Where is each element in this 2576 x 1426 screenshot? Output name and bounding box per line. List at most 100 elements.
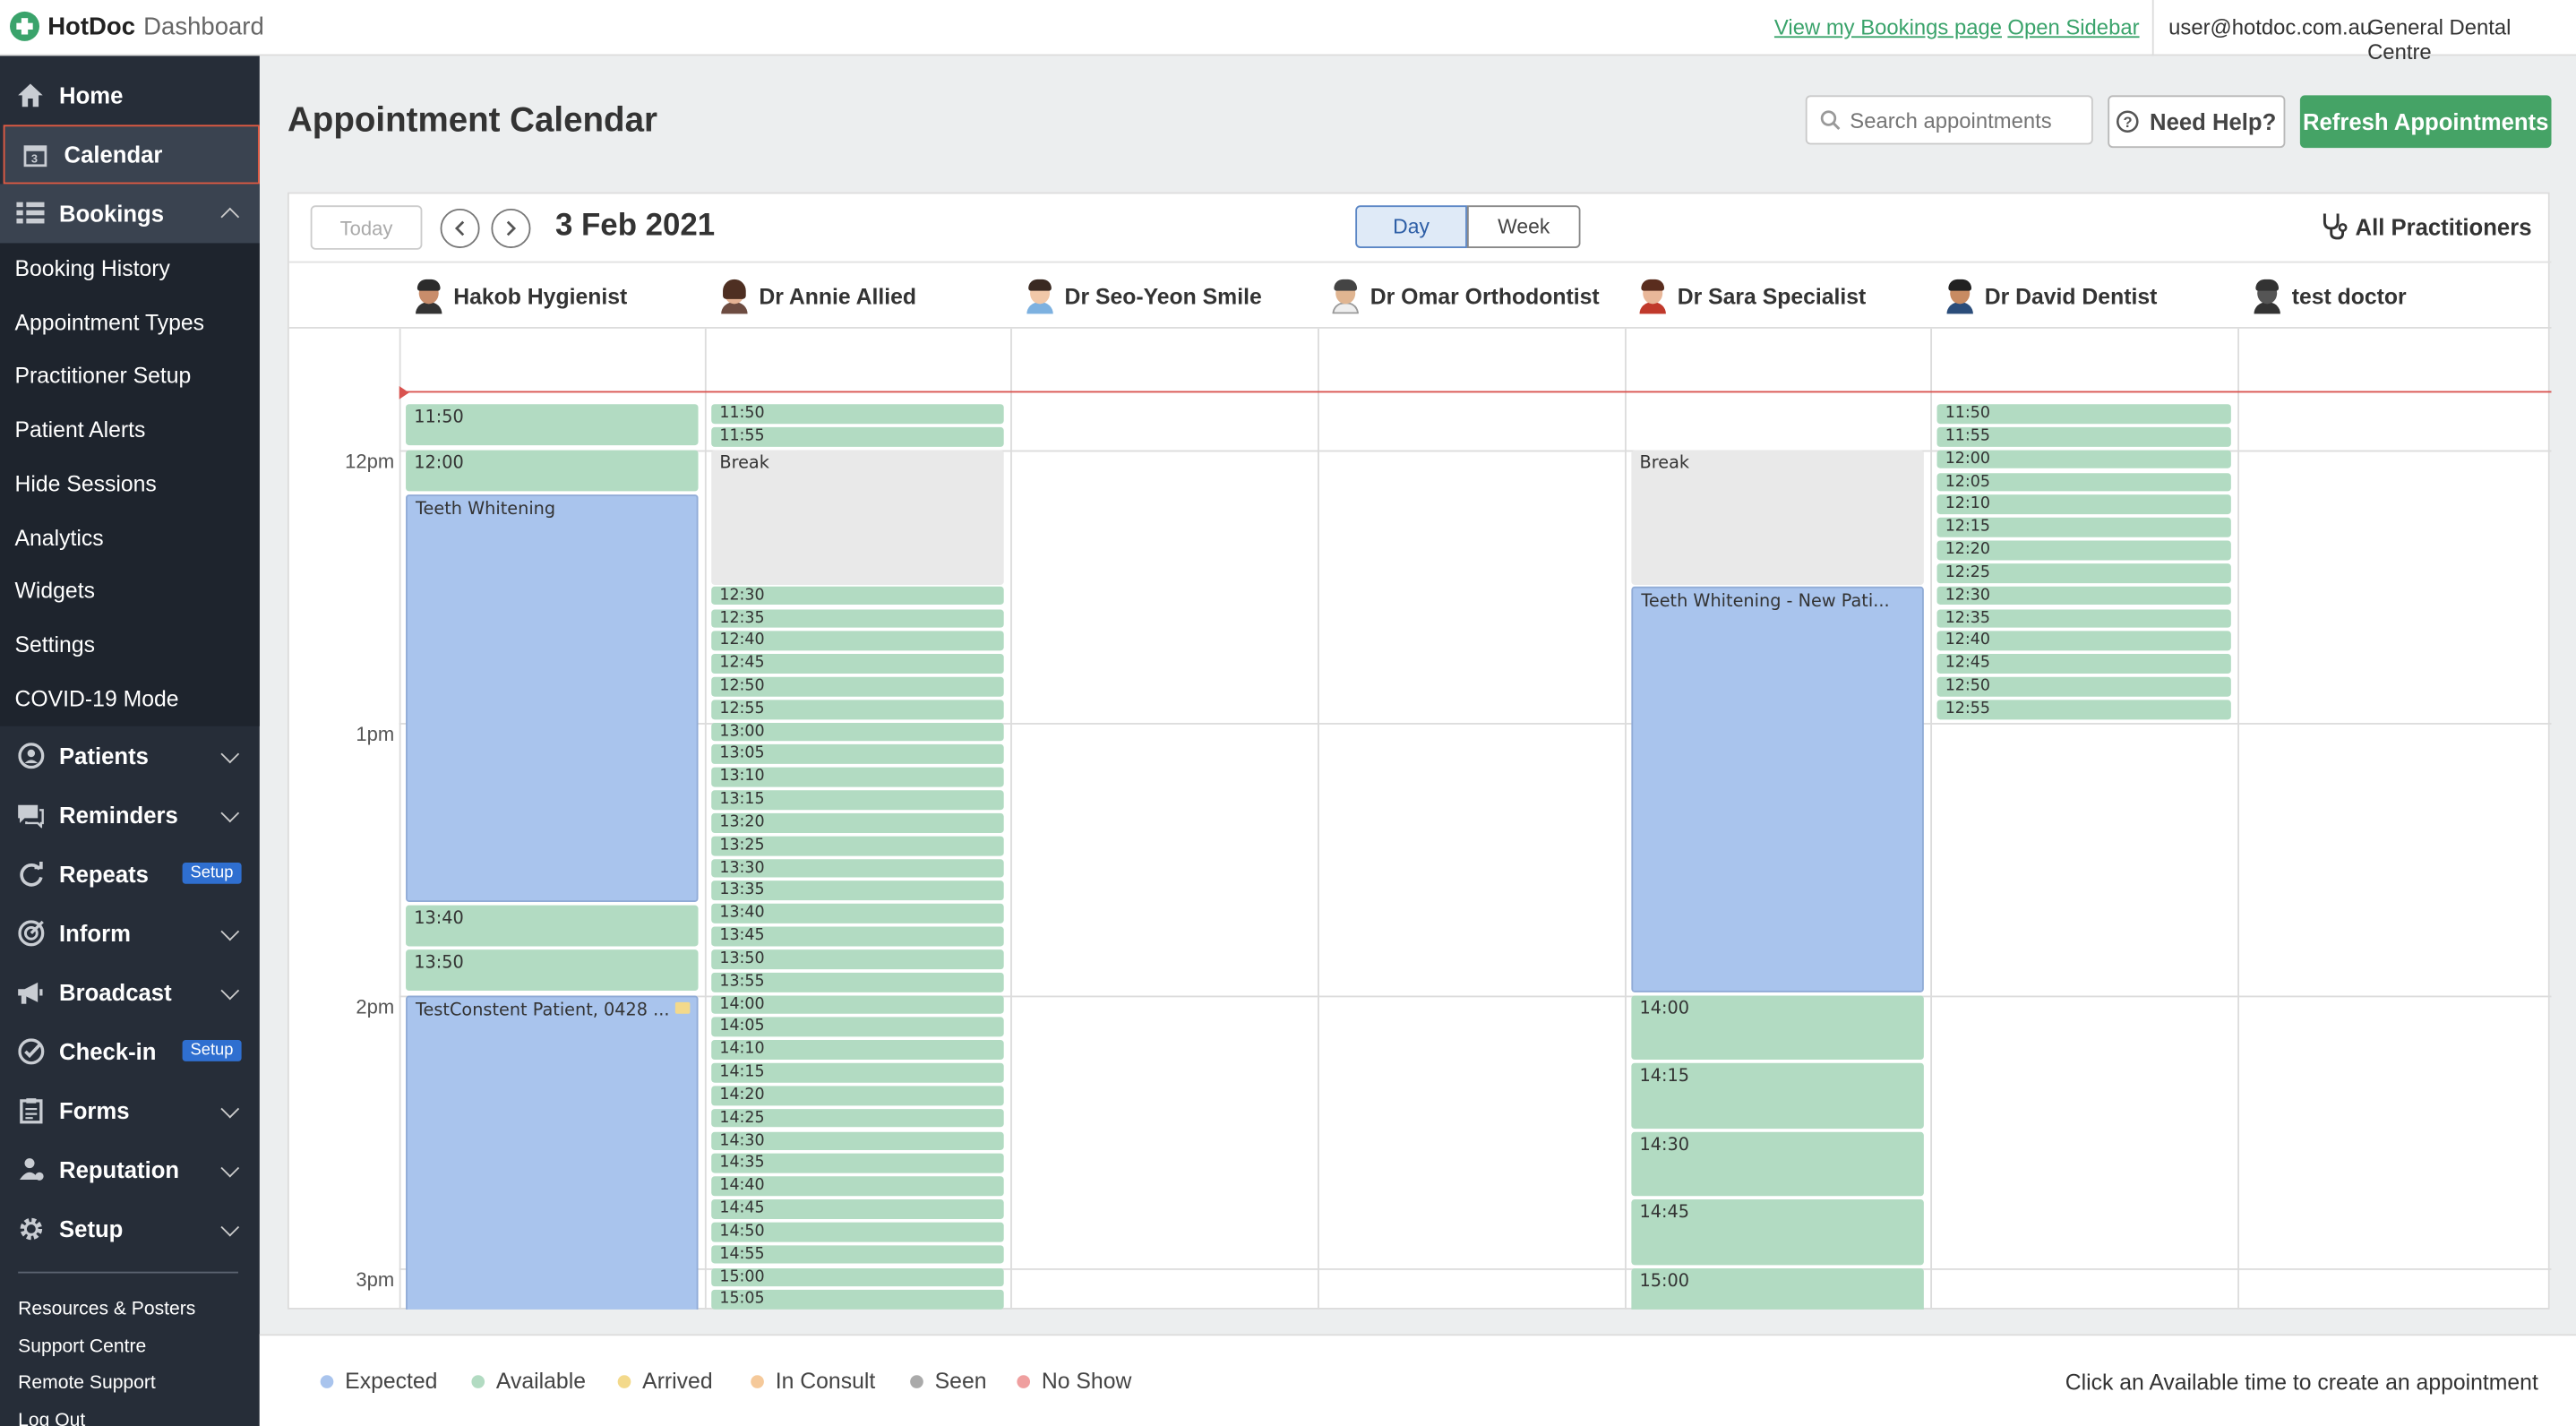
available-slot[interactable]: 14:55	[711, 1244, 1004, 1265]
available-slot[interactable]: 14:50	[711, 1222, 1004, 1242]
sidebar-item-home[interactable]: Home	[0, 65, 260, 125]
available-slot[interactable]: 12:00	[406, 450, 699, 492]
next-day-button[interactable]	[491, 208, 531, 248]
available-slot[interactable]: 13:35	[711, 881, 1004, 901]
appointment-block[interactable]: TestConstent Patient, 0428 ...	[406, 995, 699, 1310]
all-practitioners-filter[interactable]: All Practitioners	[2321, 212, 2532, 240]
submenu-appointment-types[interactable]: Appointment Types	[14, 310, 205, 336]
view-day-button[interactable]: Day	[1355, 205, 1467, 248]
available-slot[interactable]: 13:50	[711, 949, 1004, 969]
footer-remote-support-link[interactable]: Remote Support	[18, 1373, 156, 1394]
available-slot[interactable]: 13:40	[711, 904, 1004, 923]
available-slot[interactable]: 12:25	[1936, 563, 2231, 583]
practitioner-test-doctor[interactable]: test doctor	[2253, 262, 2407, 328]
practitioner-seo-yeon[interactable]: Dr Seo-Yeon Smile	[1026, 262, 1262, 328]
submenu-settings[interactable]: Settings	[14, 632, 95, 657]
available-slot[interactable]: 12:00	[1936, 449, 2231, 469]
need-help-button[interactable]: ? Need Help?	[2108, 95, 2286, 149]
practitioner-omar[interactable]: Dr Omar Orthodontist	[1331, 262, 1600, 328]
submenu-hide-sessions[interactable]: Hide Sessions	[14, 471, 157, 496]
sidebar-item-reminders[interactable]: Reminders	[0, 786, 260, 845]
submenu-analytics[interactable]: Analytics	[14, 525, 104, 551]
available-slot[interactable]: 12:40	[711, 631, 1004, 651]
appointment-block[interactable]: Teeth Whitening	[406, 494, 699, 902]
sidebar-item-repeats[interactable]: Repeats Setup	[0, 845, 260, 904]
sidebar-item-forms[interactable]: Forms	[0, 1081, 260, 1140]
available-slot[interactable]: 14:10	[711, 1040, 1004, 1061]
practitioner-annie[interactable]: Dr Annie Allied	[719, 262, 916, 328]
available-slot[interactable]: 13:30	[711, 858, 1004, 879]
footer-logout-link[interactable]: Log Out	[18, 1411, 86, 1426]
available-slot[interactable]: 14:40	[711, 1176, 1004, 1197]
clinic-name[interactable]: General Dental Centre	[2367, 14, 2512, 64]
available-slot[interactable]: 12:10	[1936, 494, 2231, 515]
available-slot[interactable]: 14:35	[711, 1154, 1004, 1173]
practitioner-sara[interactable]: Dr Sara Specialist	[1638, 262, 1866, 328]
sidebar-item-broadcast[interactable]: Broadcast	[0, 963, 260, 1022]
practitioner-hakob[interactable]: Hakob Hygienist	[414, 262, 627, 328]
available-slot[interactable]: 14:30	[711, 1131, 1004, 1151]
available-slot[interactable]: 12:20	[1936, 540, 2231, 561]
available-slot[interactable]: 13:45	[711, 926, 1004, 947]
hotdoc-logo[interactable]: HotDoc Dashboard	[10, 11, 264, 41]
search-box[interactable]	[1805, 95, 2093, 145]
available-slot[interactable]: 14:25	[711, 1108, 1004, 1129]
available-slot[interactable]: 11:50	[1936, 404, 2231, 424]
available-slot[interactable]: 12:30	[711, 586, 1004, 606]
footer-support-link[interactable]: Support Centre	[18, 1337, 147, 1358]
search-input[interactable]	[1850, 107, 2081, 133]
available-slot[interactable]: 11:50	[406, 404, 699, 446]
available-slot[interactable]: 14:00	[1631, 994, 1924, 1061]
prev-day-button[interactable]	[440, 208, 480, 248]
available-slot[interactable]: 13:25	[711, 836, 1004, 855]
submenu-covid-mode[interactable]: COVID-19 Mode	[14, 686, 179, 712]
today-button[interactable]: Today	[310, 205, 423, 250]
available-slot[interactable]: 12:30	[1936, 586, 2231, 606]
available-slot[interactable]: 14:45	[1631, 1198, 1924, 1265]
sidebar-item-calendar[interactable]: 3 Calendar	[3, 125, 260, 185]
available-slot[interactable]: 12:15	[1936, 518, 2231, 537]
refresh-appointments-button[interactable]: Refresh Appointments	[2299, 95, 2552, 149]
available-slot[interactable]: 15:00	[711, 1267, 1004, 1287]
available-slot[interactable]: 12:55	[1936, 699, 2231, 719]
footer-resources-link[interactable]: Resources & Posters	[18, 1299, 196, 1319]
available-slot[interactable]: 15:05	[711, 1290, 1004, 1310]
view-week-button[interactable]: Week	[1466, 205, 1581, 248]
submenu-widgets[interactable]: Widgets	[14, 578, 95, 604]
user-email[interactable]: user@hotdoc.com.au	[2168, 14, 2373, 40]
available-slot[interactable]: 15:00	[1631, 1267, 1924, 1310]
available-slot[interactable]: 14:45	[711, 1198, 1004, 1219]
view-bookings-link[interactable]: View my Bookings page	[1773, 14, 2003, 40]
available-slot[interactable]: 11:55	[1936, 426, 2231, 447]
available-slot[interactable]: 12:05	[1936, 472, 2231, 492]
available-slot[interactable]: 14:15	[1631, 1062, 1924, 1129]
sidebar-item-patients[interactable]: Patients	[0, 726, 260, 786]
sidebar-item-inform[interactable]: Inform	[0, 904, 260, 963]
available-slot[interactable]: 12:50	[711, 676, 1004, 697]
available-slot[interactable]: 12:35	[1936, 608, 2231, 629]
submenu-booking-history[interactable]: Booking History	[14, 256, 170, 281]
available-slot[interactable]: 14:30	[1631, 1131, 1924, 1197]
available-slot[interactable]: 12:45	[1936, 654, 2231, 674]
available-slot[interactable]: 14:00	[711, 994, 1004, 1015]
available-slot[interactable]: 13:40	[406, 905, 699, 947]
available-slot[interactable]: 12:50	[1936, 676, 2231, 697]
available-slot[interactable]: 12:35	[711, 608, 1004, 629]
available-slot[interactable]: 12:40	[1936, 631, 2231, 651]
available-slot[interactable]: 13:20	[711, 812, 1004, 833]
appointment-block[interactable]: Teeth Whitening - New Pati...	[1631, 586, 1924, 992]
available-slot[interactable]: 13:50	[406, 949, 699, 992]
available-slot[interactable]: 11:50	[711, 404, 1004, 424]
available-slot[interactable]: 14:05	[711, 1018, 1004, 1037]
available-slot[interactable]: 13:00	[711, 722, 1004, 742]
available-slot[interactable]: 13:05	[711, 744, 1004, 765]
available-slot[interactable]: 11:55	[711, 426, 1004, 447]
sidebar-item-bookings[interactable]: Bookings	[0, 184, 260, 244]
sidebar-item-setup[interactable]: Setup	[0, 1199, 260, 1258]
available-slot[interactable]: 13:55	[711, 972, 1004, 992]
practitioner-david[interactable]: Dr David Dentist	[1945, 262, 2157, 328]
open-sidebar-link[interactable]: Open Sidebar	[2007, 14, 2140, 40]
available-slot[interactable]: 13:10	[711, 768, 1004, 787]
sidebar-item-checkin[interactable]: Check-in Setup	[0, 1022, 260, 1081]
available-slot[interactable]: 12:55	[711, 699, 1004, 719]
